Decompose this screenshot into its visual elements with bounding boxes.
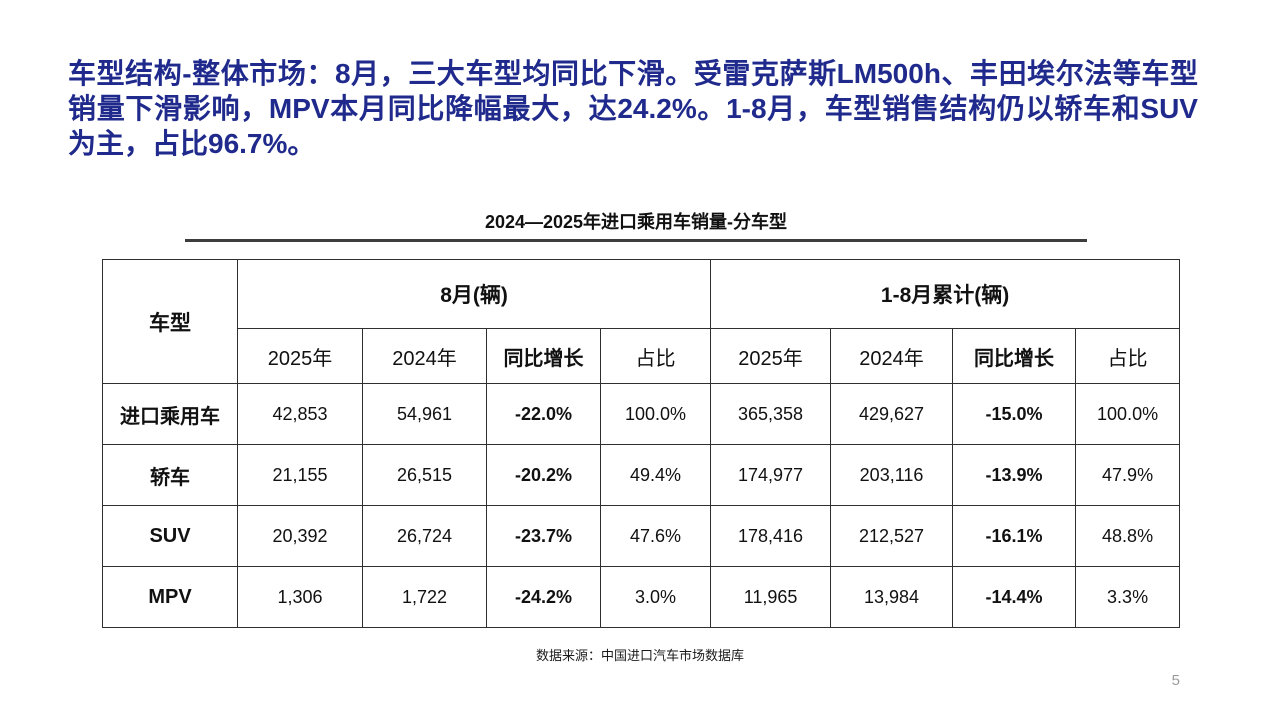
cell-cum-yoy: -15.0%	[952, 383, 1077, 445]
cell-aug-2025: 42,853	[237, 383, 363, 445]
table-header-row-groups: 车型 8月(辆) 1-8月累计(辆)	[102, 259, 1181, 384]
cell-cum-yoy: -14.4%	[952, 566, 1077, 628]
row-label: 轿车	[102, 444, 238, 506]
cell-cum-share: 100.0%	[1075, 383, 1181, 445]
page-number: 5	[1171, 672, 1180, 689]
table-row-sedan: 轿车 21,155 26,515 -20.2% 49.4% 174,977 20…	[102, 444, 1181, 506]
header-aug-2025: 2025年	[237, 328, 363, 384]
header-aug-yoy: 同比增长	[486, 328, 601, 384]
cell-aug-yoy: -20.2%	[486, 444, 601, 506]
cell-cum-2024: 212,527	[830, 505, 954, 567]
cell-cum-2025: 11,965	[710, 566, 832, 628]
header-aug-share: 占比	[599, 328, 712, 384]
row-label: SUV	[102, 505, 238, 567]
cell-aug-yoy: -23.7%	[486, 505, 601, 567]
header-cum-2024: 2024年	[830, 328, 954, 384]
cell-cum-share: 47.9%	[1075, 444, 1181, 506]
cell-aug-2025: 20,392	[237, 505, 363, 567]
table-row-mpv: MPV 1,306 1,722 -24.2% 3.0% 11,965 13,98…	[102, 566, 1181, 628]
cell-cum-2025: 174,977	[710, 444, 832, 506]
cell-aug-2024: 1,722	[362, 566, 487, 628]
cell-aug-share: 47.6%	[599, 505, 712, 567]
cell-aug-share: 3.0%	[599, 566, 712, 628]
table-title: 2024—2025年进口乘用车销量-分车型	[484, 212, 788, 232]
header-group-cumulative: 1-8月累计(辆)	[710, 259, 1181, 329]
header-aug-2024: 2024年	[362, 328, 487, 384]
cell-cum-2025: 178,416	[710, 505, 832, 567]
row-label: MPV	[102, 566, 238, 628]
cell-cum-2024: 13,984	[830, 566, 954, 628]
table-row-suv: SUV 20,392 26,724 -23.7% 47.6% 178,416 2…	[102, 505, 1181, 567]
cell-aug-2025: 1,306	[237, 566, 363, 628]
header-cum-share: 占比	[1075, 328, 1181, 384]
sales-table: 车型 8月(辆) 1-8月累计(辆) 2025年 2024年 同比增长 占比 2…	[102, 259, 1181, 628]
cell-cum-2025: 365,358	[710, 383, 832, 445]
cell-aug-share: 49.4%	[599, 444, 712, 506]
cell-aug-2024: 26,724	[362, 505, 487, 567]
cell-cum-2024: 429,627	[830, 383, 954, 445]
cell-cum-yoy: -13.9%	[952, 444, 1077, 506]
cell-cum-yoy: -16.1%	[952, 505, 1077, 567]
cell-aug-share: 100.0%	[599, 383, 712, 445]
cell-aug-2025: 21,155	[237, 444, 363, 506]
header-group-august: 8月(辆)	[236, 259, 712, 329]
table-row-imported-pv: 进口乘用车 42,853 54,961 -22.0% 100.0% 365,35…	[102, 383, 1181, 445]
cell-cum-2024: 203,116	[830, 444, 954, 506]
cell-cum-share: 3.3%	[1075, 566, 1181, 628]
cell-aug-2024: 26,515	[362, 444, 487, 506]
cell-cum-share: 48.8%	[1075, 505, 1181, 567]
row-label: 进口乘用车	[102, 383, 238, 445]
cell-aug-2024: 54,961	[362, 383, 487, 445]
data-source-note: 数据来源：中国进口汽车市场数据库	[535, 648, 744, 663]
title-underline-rule	[185, 239, 1087, 242]
header-cum-2025: 2025年	[710, 328, 832, 384]
header-vehicle-type: 车型	[102, 259, 238, 384]
cell-aug-yoy: -24.2%	[486, 566, 601, 628]
header-cum-yoy: 同比增长	[952, 328, 1077, 384]
table-header-row-columns: 2025年 2024年 同比增长 占比 2025年 2024年 同比增长 占比	[103, 328, 1181, 384]
headline: 车型结构-整体市场：8月，三大车型均同比下滑。受雷克萨斯LM500h、丰田埃尔法…	[68, 58, 1198, 159]
cell-aug-yoy: -22.0%	[486, 383, 601, 445]
